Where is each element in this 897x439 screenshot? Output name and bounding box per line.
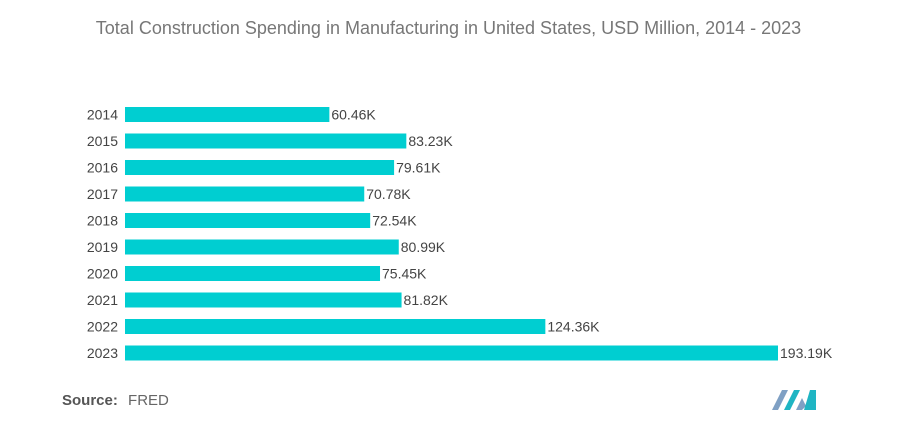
data-label-2015: 83.23K bbox=[408, 133, 453, 149]
bar-2014 bbox=[125, 107, 330, 122]
bar-2019 bbox=[125, 239, 399, 255]
y-tick-label: 2014 bbox=[87, 107, 118, 123]
data-label-2016: 79.61K bbox=[396, 160, 441, 176]
bar-2015 bbox=[125, 133, 407, 149]
y-tick-label: 2019 bbox=[87, 239, 118, 255]
bar-2023 bbox=[125, 345, 778, 361]
mordor-intelligence-logo-icon bbox=[772, 390, 816, 410]
source-label: Source: bbox=[62, 392, 118, 409]
data-label-2023: 193.19K bbox=[780, 345, 833, 361]
source-footer: Source: FRED bbox=[62, 392, 169, 409]
data-label-2014: 60.46K bbox=[331, 107, 376, 123]
source-value: FRED bbox=[128, 392, 169, 409]
bar-2020 bbox=[125, 266, 381, 281]
bar-2016 bbox=[125, 160, 395, 175]
data-label-2021: 81.82K bbox=[404, 292, 449, 308]
data-label-2017: 70.78K bbox=[366, 186, 411, 202]
data-label-2022: 124.36K bbox=[547, 319, 600, 335]
chart-title: Total Construction Spending in Manufactu… bbox=[95, 18, 802, 38]
y-tick-label: 2023 bbox=[87, 345, 118, 361]
data-label-2020: 75.45K bbox=[382, 266, 427, 282]
bar-2022 bbox=[125, 319, 546, 334]
y-tick-label: 2021 bbox=[87, 292, 118, 308]
data-label-2019: 80.99K bbox=[401, 239, 446, 255]
y-tick-label: 2020 bbox=[87, 266, 118, 282]
bar-2021 bbox=[125, 292, 402, 308]
y-tick-label: 2017 bbox=[87, 186, 118, 202]
bar-2018 bbox=[125, 213, 371, 228]
bar-2017 bbox=[125, 186, 365, 202]
data-label-2018: 72.54K bbox=[372, 213, 417, 229]
y-tick-label: 2015 bbox=[87, 133, 118, 149]
y-tick-label: 2018 bbox=[87, 213, 118, 229]
y-tick-label: 2022 bbox=[87, 319, 118, 335]
y-tick-label: 2016 bbox=[87, 160, 118, 176]
